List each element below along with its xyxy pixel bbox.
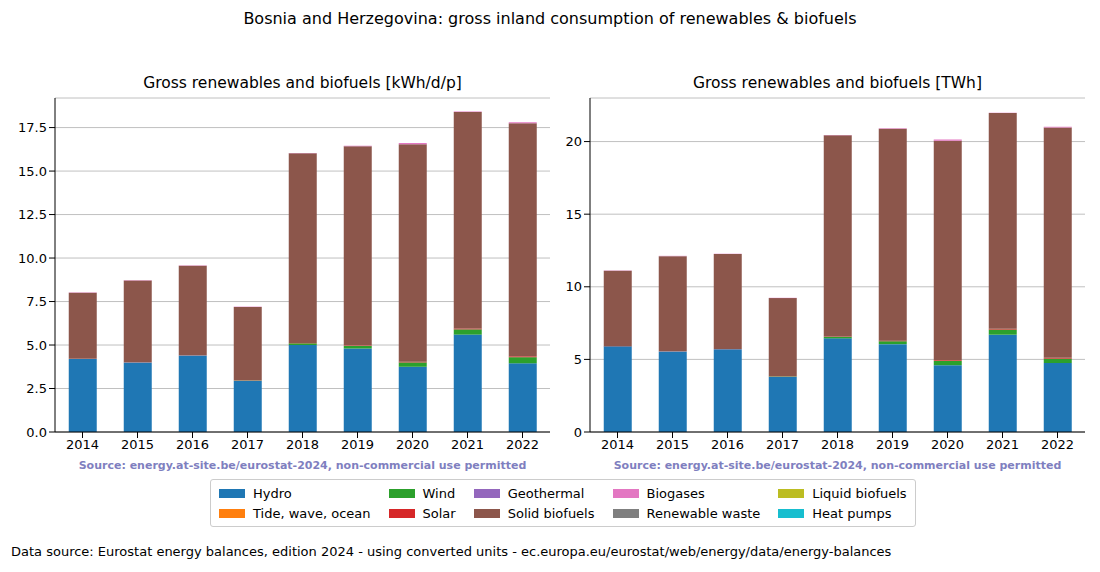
html-text:Biogases: Biogases [646, 485, 705, 501]
html-text:Gross renewables and biofuels: Gross renewables and biofuels [TWh] [693, 74, 982, 92]
svg-text:2021: 2021 [986, 437, 1019, 452]
svg-text:2017: 2017 [766, 437, 799, 452]
svg-text:2018: 2018 [821, 437, 854, 452]
html-text:Liquid biofuels: Liquid biofuels [812, 485, 907, 501]
svg-text:2015: 2015 [656, 437, 689, 452]
svg-text:2022: 2022 [1041, 437, 1074, 452]
svg-text:15.0: 15.0 [18, 164, 47, 179]
svg-text:2021: 2021 [451, 437, 484, 452]
html-text:Source: energy.at-site.be/euro: Source: energy.at-site.be/eurostat-2024,… [613, 459, 1062, 472]
html-text:Renewable waste: Renewable waste [646, 505, 761, 521]
svg-text:2020: 2020 [396, 437, 429, 452]
svg-text:10: 10 [565, 279, 582, 294]
html-text:Hydro: Hydro [253, 485, 292, 501]
svg-text:5.0: 5.0 [26, 338, 47, 353]
html-text:Gross renewables and biofuels: Gross renewables and biofuels [kWh/d/p] [143, 74, 462, 92]
svg-text:2022: 2022 [506, 437, 539, 452]
svg-text:12.5: 12.5 [18, 207, 47, 222]
html-text:Source: energy.at-site.be/euro: Source: energy.at-site.be/eurostat-2024,… [78, 459, 527, 472]
svg-text:2014: 2014 [66, 437, 99, 452]
svg-text:17.5: 17.5 [18, 120, 47, 135]
svg-text:15: 15 [565, 207, 582, 222]
svg-text:2019: 2019 [876, 437, 909, 452]
svg-text:2.5: 2.5 [26, 381, 47, 396]
html-text:Wind: Wind [422, 485, 456, 501]
html-text:Solid biofuels: Solid biofuels [507, 505, 595, 521]
svg-text:0.0: 0.0 [26, 425, 47, 440]
svg-text:2016: 2016 [176, 437, 209, 452]
svg-text:0: 0 [574, 425, 582, 440]
svg-text:2014: 2014 [601, 437, 634, 452]
html-text:Solar: Solar [422, 505, 456, 521]
html-text:Tide, wave, ocean: Tide, wave, ocean [253, 505, 371, 521]
svg-text:2016: 2016 [711, 437, 744, 452]
svg-text:2018: 2018 [286, 437, 319, 452]
html-text:Heat pumps: Heat pumps [812, 505, 892, 521]
svg-text:5: 5 [574, 352, 582, 367]
svg-text:2015: 2015 [121, 437, 154, 452]
svg-text:7.5: 7.5 [26, 294, 47, 309]
html-text:Bosnia and Herzegovina: gross: Bosnia and Herzegovina: gross inland con… [243, 9, 857, 28]
svg-text:20: 20 [565, 134, 582, 149]
svg-text:2019: 2019 [341, 437, 374, 452]
svg-text:2017: 2017 [231, 437, 264, 452]
svg-text:10.0: 10.0 [18, 251, 47, 266]
html-text:Data source: Eurostat energy b: Data source: Eurostat energy balances, e… [11, 544, 892, 559]
html-text:Geothermal: Geothermal [507, 485, 585, 501]
svg-text:2020: 2020 [931, 437, 964, 452]
